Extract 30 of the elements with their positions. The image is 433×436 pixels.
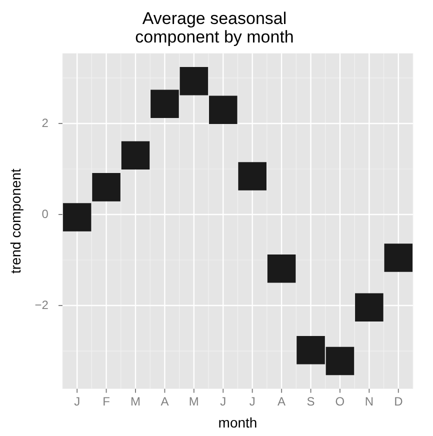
y-tick-label: 0	[42, 206, 49, 221]
x-tick-label: S	[306, 394, 315, 408]
x-tick-label: A	[160, 394, 169, 408]
point	[326, 346, 354, 376]
point	[62, 203, 92, 232]
x-tick-label: F	[102, 394, 110, 408]
chart-title: Average seasonsal component by month	[135, 9, 294, 47]
x-tick-label: J	[220, 394, 226, 408]
y-axis-title: trend component	[7, 168, 24, 274]
x-tick-label: A	[278, 394, 286, 408]
point	[238, 162, 266, 190]
x-tick-label: N	[364, 394, 374, 408]
x-tick-label: M	[130, 394, 141, 408]
x-tick-label: J	[249, 394, 256, 408]
point	[355, 293, 384, 322]
point	[150, 90, 179, 118]
point	[384, 244, 413, 272]
point	[180, 67, 208, 96]
x-axis-title: month	[218, 414, 258, 430]
y-tick-label: 2	[42, 116, 49, 130]
x-tick-label: D	[394, 394, 404, 408]
point	[267, 254, 296, 283]
x-tick-label: J	[74, 394, 80, 408]
point	[92, 173, 120, 202]
x-tick-label: M	[188, 394, 199, 408]
point	[121, 141, 150, 170]
point	[296, 336, 325, 364]
point	[208, 96, 238, 124]
y-tick-label: −2	[34, 298, 49, 312]
x-tick-label: O	[335, 394, 345, 408]
